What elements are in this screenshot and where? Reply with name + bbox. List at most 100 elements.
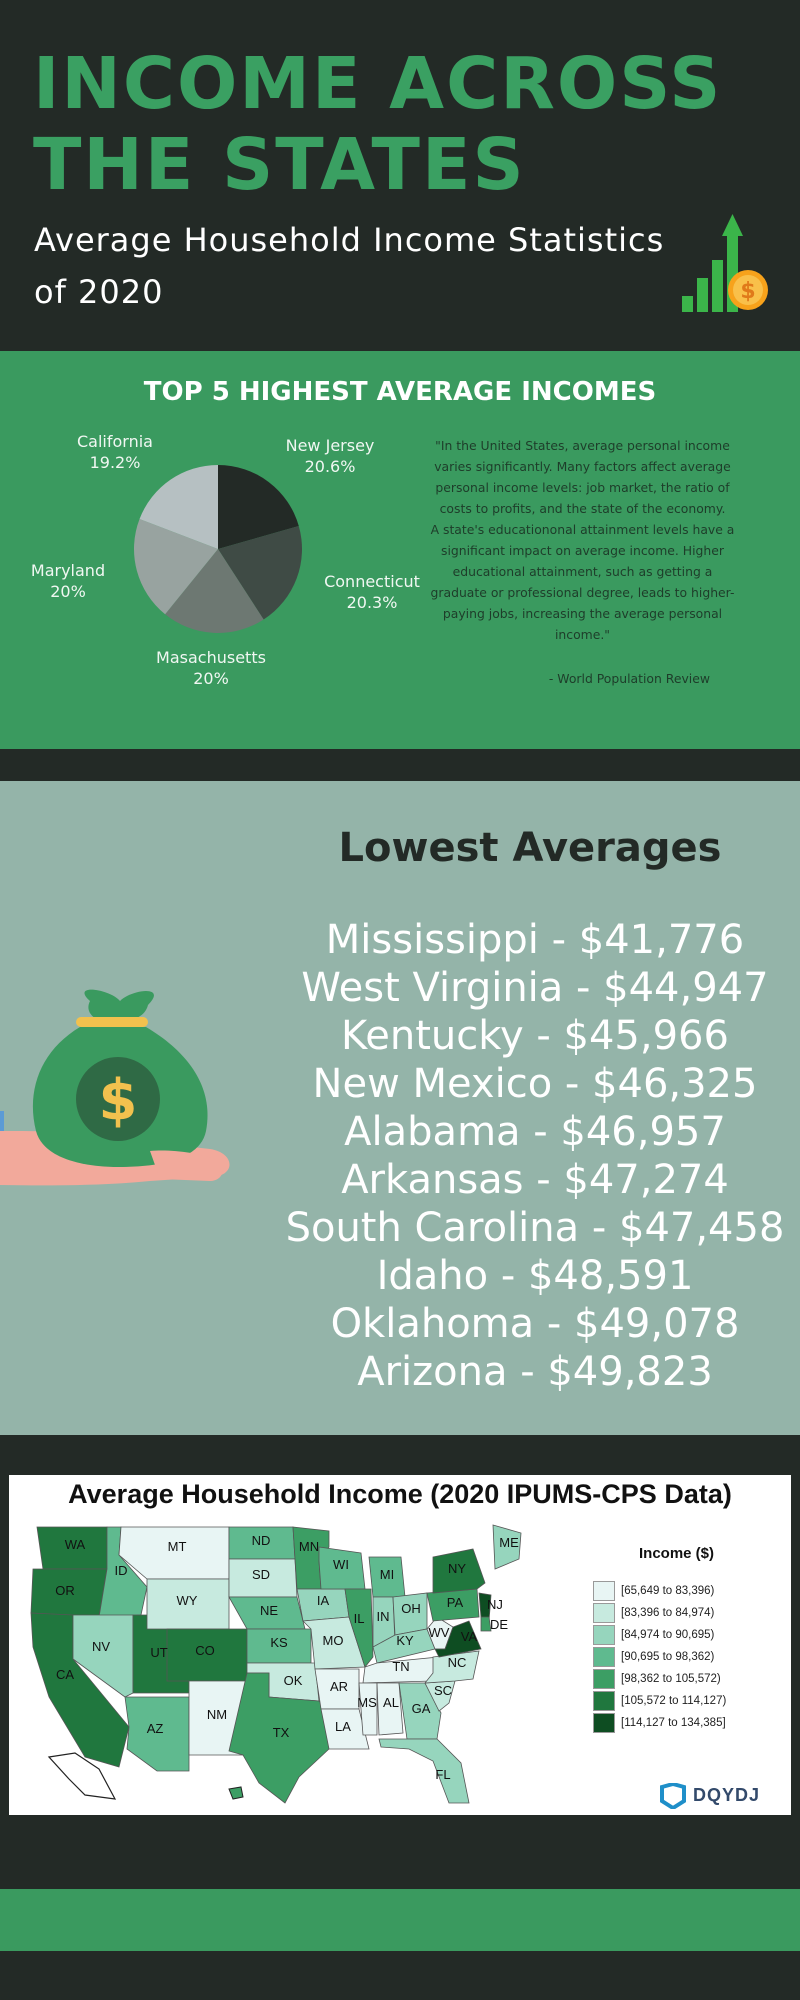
map-state-label: SD <box>252 1567 270 1582</box>
lowest-averages-title: Lowest Averages <box>338 825 722 871</box>
legend-label: [90,695 to 98,362) <box>621 1651 715 1663</box>
list-item: Alabama - $46,957 <box>344 1109 726 1155</box>
quote-source: - World Population Review <box>548 671 710 686</box>
legend-swatch <box>593 1713 615 1733</box>
map-state-label: LA <box>335 1719 351 1734</box>
list-item: Mississippi - $41,776 <box>325 917 745 963</box>
map-state-label: TX <box>273 1725 290 1740</box>
pie-label-california: California 19.2% <box>35 431 195 473</box>
legend-title: Income ($) <box>639 1545 715 1562</box>
map-state-al <box>376 1682 404 1736</box>
quote-text: "In the United States, average personal … <box>430 438 735 642</box>
list-item: Arkansas - $47,274 <box>341 1157 729 1203</box>
map-state-label: NC <box>448 1655 467 1670</box>
pie-slice-new-jersey <box>218 465 299 549</box>
list-item: Arizona - $49,823 <box>357 1349 713 1395</box>
pie-label-value: 20.3% <box>346 593 398 612</box>
map-state-label: WA <box>65 1537 86 1552</box>
map-state-label: NE <box>260 1603 278 1618</box>
legend-swatch <box>593 1691 615 1711</box>
map-state-label: MS <box>357 1695 377 1710</box>
pie-label-value: 20% <box>193 669 229 688</box>
map-state-label: WY <box>177 1593 198 1608</box>
top5-section: TOP 5 HIGHEST AVERAGE INCOMES California… <box>0 351 800 749</box>
top5-title: TOP 5 HIGHEST AVERAGE INCOMES <box>143 377 657 407</box>
map-state-va <box>434 1620 482 1658</box>
map-state-nv <box>72 1614 134 1698</box>
map-state-fl <box>378 1738 470 1804</box>
legend-item: [114,127 to 134,385] <box>593 1712 783 1734</box>
map-state-label: SC <box>434 1683 452 1698</box>
map-state-ny <box>432 1548 486 1594</box>
map-state-la <box>320 1708 370 1750</box>
legend-label: [65,649 to 83,396) <box>621 1585 715 1597</box>
page-subtitle: Average Household Income Statistics of 2… <box>34 221 665 311</box>
map-state-me <box>492 1524 522 1570</box>
pie-label-connecticut: Connecticut 20.3% <box>292 571 452 613</box>
map-state-label: IN <box>377 1609 390 1624</box>
legend-item: [105,572 to 114,127) <box>593 1690 783 1712</box>
pie-label-new-jersey: New Jersey 20.6% <box>250 435 410 477</box>
map-state-label: NJ <box>487 1597 503 1612</box>
map-state-ms <box>358 1682 378 1736</box>
map-state-label: CO <box>195 1643 215 1658</box>
brand-name: DQYDJ <box>693 1784 761 1805</box>
map-state-label: OK <box>284 1673 303 1688</box>
map-state-label: UT <box>150 1645 167 1660</box>
map-state-label: FL <box>435 1767 450 1782</box>
pie-label-masachusetts: Masachusetts 20% <box>131 647 291 689</box>
pie-label-value: 20.6% <box>304 457 356 476</box>
map-state-label: MO <box>323 1633 344 1648</box>
pie-label-value: 20% <box>50 582 86 601</box>
map-state-label: MI <box>380 1567 394 1582</box>
pie-label-name: Masachusetts <box>156 648 266 667</box>
map-state-alaska-outline <box>47 1752 117 1800</box>
map-state-label: KY <box>396 1633 414 1648</box>
pie-label-name: Connecticut <box>324 572 420 591</box>
map-state-label: WI <box>333 1557 349 1572</box>
legend-swatch <box>593 1581 615 1601</box>
pie-label-name: New Jersey <box>285 436 375 455</box>
map-state-label: NM <box>207 1707 227 1722</box>
legend-swatch <box>593 1625 615 1645</box>
map-state-label: MN <box>299 1539 319 1554</box>
map-state-label: AZ <box>147 1721 164 1736</box>
list-item: Idaho - $48,591 <box>376 1253 694 1299</box>
lowest-averages-list: Mississippi - $41,776 West Virginia - $4… <box>280 916 790 1396</box>
map-state-mo <box>302 1616 366 1670</box>
us-income-map: WA OR CA ID NV UT AZ MT WY CO NM ND SD NE KS OK TX MN IA MO… <box>30 1524 522 1804</box>
map-state-hawaii-outline <box>228 1786 244 1800</box>
dqydj-logo: DQYDJ <box>659 1781 761 1811</box>
map-state-label: KS <box>270 1635 288 1650</box>
map-state-label: OR <box>55 1583 75 1598</box>
pie-label-name: Maryland <box>30 561 106 580</box>
legend-label: [83,396 to 84,974) <box>621 1607 715 1619</box>
map-state-label: ND <box>252 1533 271 1548</box>
list-item: West Virginia - $44,947 <box>301 965 769 1011</box>
svg-text:$: $ <box>740 279 755 304</box>
list-item: New Mexico - $46,325 <box>312 1061 758 1107</box>
legend-item: [84,974 to 90,695) <box>593 1624 783 1646</box>
map-state-il <box>344 1588 374 1668</box>
map-state-label: CA <box>56 1667 74 1682</box>
footer-bar <box>0 1889 800 1951</box>
map-state-label: NV <box>92 1639 110 1654</box>
legend-item: [98,362 to 105,572) <box>593 1668 783 1690</box>
legend-item: [83,396 to 84,974) <box>593 1602 783 1624</box>
map-state-ga <box>398 1682 442 1740</box>
map-state-label: NY <box>448 1561 466 1576</box>
list-item: Oklahoma - $49,078 <box>330 1301 740 1347</box>
map-title: Average Household Income (2020 IPUMS-CPS… <box>68 1479 732 1509</box>
map-state-label: ME <box>499 1535 519 1550</box>
money-bag-in-hand-icon: $ <box>0 989 230 1186</box>
map-state-label: ID <box>115 1563 128 1578</box>
legend-swatch <box>593 1647 615 1667</box>
top5-pie-chart <box>133 465 302 633</box>
legend-swatch <box>593 1669 615 1689</box>
svg-text:$: $ <box>99 1068 138 1133</box>
map-state-tx <box>228 1672 330 1804</box>
legend-label: [84,974 to 90,695) <box>621 1629 715 1641</box>
map-state-label: DE <box>490 1617 508 1632</box>
income-map-panel: Average Household Income (2020 IPUMS-CPS… <box>9 1475 791 1815</box>
pie-slice-connecticut <box>218 525 302 620</box>
